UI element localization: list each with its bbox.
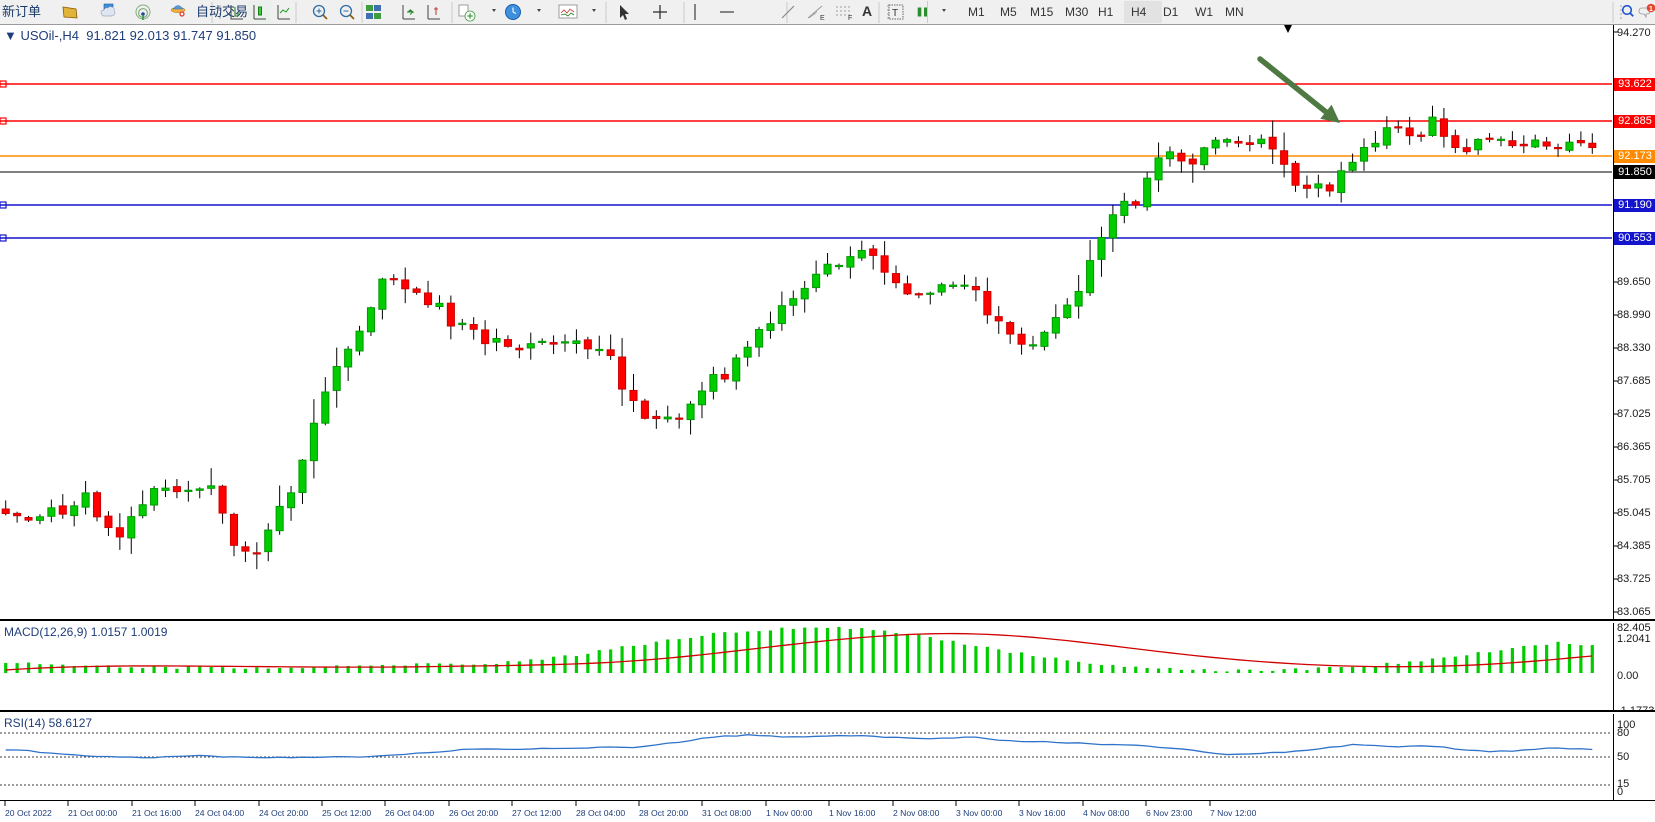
svg-text:31 Oct 08:00: 31 Oct 08:00	[702, 808, 751, 818]
svg-text:87.025: 87.025	[1617, 408, 1651, 420]
svg-text:1: 1	[1649, 6, 1653, 13]
svg-text:88.330: 88.330	[1617, 342, 1651, 354]
svg-text:D1: D1	[1163, 5, 1179, 19]
svg-text:28 Oct 20:00: 28 Oct 20:00	[639, 808, 688, 818]
svg-text:88.990: 88.990	[1617, 309, 1651, 321]
svg-text:自动交易: 自动交易	[196, 4, 248, 19]
svg-text:89.650: 89.650	[1617, 276, 1651, 288]
svg-text:26 Oct 04:00: 26 Oct 04:00	[385, 808, 434, 818]
svg-text:94.270: 94.270	[1617, 27, 1651, 39]
svg-text:85.705: 85.705	[1617, 474, 1651, 486]
svg-text:A: A	[862, 3, 872, 19]
svg-text:21 Oct 00:00: 21 Oct 00:00	[68, 808, 117, 818]
svg-text:85.045: 85.045	[1617, 507, 1651, 519]
svg-text:F: F	[848, 15, 852, 22]
svg-text:21 Oct 16:00: 21 Oct 16:00	[132, 808, 181, 818]
svg-text:M5: M5	[1000, 5, 1017, 19]
svg-text:W1: W1	[1195, 5, 1213, 19]
svg-text:M1: M1	[968, 5, 985, 19]
svg-text:84.385: 84.385	[1617, 540, 1651, 552]
svg-text:3 Nov 16:00: 3 Nov 16:00	[1019, 808, 1066, 818]
svg-text:新订单: 新订单	[2, 4, 41, 19]
svg-text:6 Nov 23:00: 6 Nov 23:00	[1146, 808, 1193, 818]
svg-text:24 Oct 20:00: 24 Oct 20:00	[259, 808, 308, 818]
svg-text:4 Nov 08:00: 4 Nov 08:00	[1083, 808, 1130, 818]
svg-text:T: T	[892, 8, 898, 19]
svg-text:24 Oct 04:00: 24 Oct 04:00	[195, 808, 244, 818]
svg-text:M30: M30	[1065, 5, 1089, 19]
svg-text:86.365: 86.365	[1617, 441, 1651, 453]
svg-text:87.685: 87.685	[1617, 375, 1651, 387]
svg-text:26 Oct 20:00: 26 Oct 20:00	[449, 808, 498, 818]
svg-text:7 Nov 12:00: 7 Nov 12:00	[1210, 808, 1257, 818]
svg-text:H1: H1	[1098, 5, 1114, 19]
svg-text:2 Nov 08:00: 2 Nov 08:00	[893, 808, 940, 818]
svg-text:E: E	[820, 15, 825, 22]
svg-text:83.065: 83.065	[1617, 606, 1651, 618]
svg-text:M15: M15	[1030, 5, 1054, 19]
svg-text:MN: MN	[1225, 5, 1244, 19]
svg-text:27 Oct 12:00: 27 Oct 12:00	[512, 808, 561, 818]
svg-text:28 Oct 04:00: 28 Oct 04:00	[576, 808, 625, 818]
svg-text:H4: H4	[1131, 5, 1147, 19]
svg-text:1 Nov 16:00: 1 Nov 16:00	[829, 808, 876, 818]
svg-text:83.725: 83.725	[1617, 573, 1651, 585]
svg-text:1 Nov 00:00: 1 Nov 00:00	[766, 808, 813, 818]
svg-text:3 Nov 00:00: 3 Nov 00:00	[956, 808, 1003, 818]
svg-text:20 Oct 2022: 20 Oct 2022	[5, 808, 52, 818]
svg-text:25 Oct 12:00: 25 Oct 12:00	[322, 808, 371, 818]
